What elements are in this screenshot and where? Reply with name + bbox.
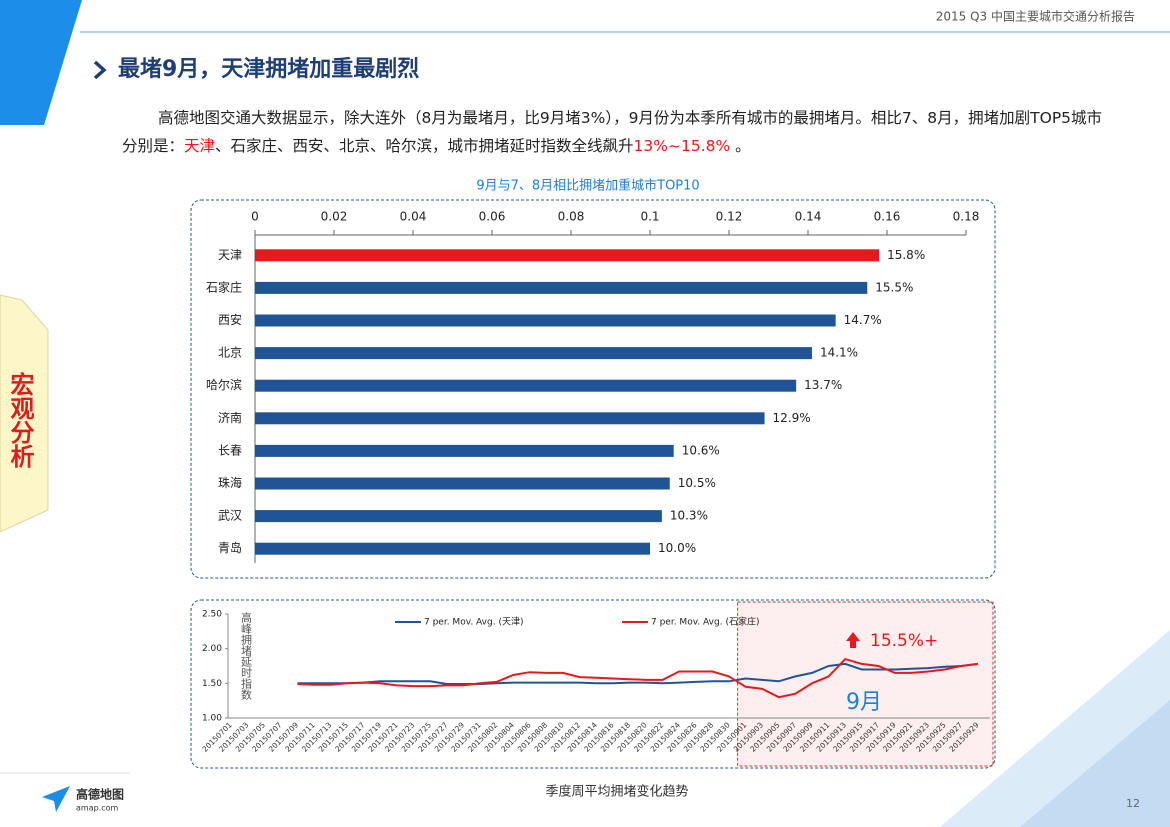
side-tab (0, 294, 49, 533)
paragraph-segment: 高德地图交通大数据显示，除大连外（8月为最堵月，比9月堵3%），9月份为本季所有… (122, 109, 1103, 155)
bar (255, 347, 812, 360)
y-tick-label: 2.00 (202, 644, 222, 654)
highlight-region (737, 601, 994, 767)
title-chevron (93, 60, 107, 80)
logo-icon (42, 786, 70, 812)
y-tick-label: 长春 (218, 443, 242, 457)
y-tick-label: 哈尔滨 (206, 377, 242, 392)
chart-title: 9月与7、8月相比拥堵加重城市TOP10 (476, 178, 699, 194)
chart-frame (190, 199, 996, 579)
x-tick-label: 0.02 (321, 210, 348, 224)
bar (255, 281, 868, 294)
data-label: 13.7% (804, 378, 842, 392)
x-tick-label: 0.18 (953, 210, 980, 224)
side-tab-label: 宏观分析 (6, 371, 34, 469)
y-tick-label: 1.00 (202, 714, 222, 724)
y-tick-label: 济南 (218, 410, 242, 425)
corner-decor (1020, 700, 1170, 827)
page-number: 12 (1126, 797, 1140, 810)
x-tick-label: 0.16 (874, 210, 901, 224)
chart-caption: 季度周平均拥堵变化趋势 (545, 784, 688, 800)
data-label: 14.7% (844, 313, 882, 327)
annotation: 9月 (846, 690, 882, 715)
x-tick-label: 0.04 (400, 210, 427, 224)
y-tick-label: 武汉 (218, 509, 242, 523)
y-tick-label: 1.50 (202, 679, 222, 689)
x-tick-label: 0.14 (795, 210, 822, 224)
paragraph: 高德地图交通大数据显示，除大连外（8月为最堵月，比9月堵3%），9月份为本季所有… (122, 104, 1112, 160)
bar (255, 542, 650, 555)
legend-label: 7 per. Mov. Avg. (天津) (424, 617, 523, 628)
y-tick-label: 2.50 (202, 610, 222, 620)
logo-site: amap.com (76, 804, 119, 813)
data-label: 10.3% (670, 509, 708, 523)
x-tick-label: 0.12 (716, 210, 743, 224)
bar (255, 379, 797, 392)
logo-name: 高德地图 (76, 787, 124, 802)
y-tick-label: 西安 (218, 312, 242, 327)
report-name: 2015 Q3 中国主要城市交通分析报告 (936, 9, 1135, 24)
series-line (297, 657, 979, 699)
chart-frame (190, 599, 996, 769)
paragraph-segment: 13%~15.8% (633, 137, 731, 155)
data-label: 15.8% (887, 248, 925, 262)
annotation: 15.5%+ (870, 631, 938, 651)
data-label: 10.5% (678, 476, 716, 490)
data-label: 12.9% (773, 411, 811, 425)
series-line (297, 662, 979, 685)
up-arrow (846, 632, 860, 648)
x-tick-label: 0 (251, 210, 259, 224)
y-tick-label: 青岛 (218, 540, 242, 555)
bar (255, 510, 662, 523)
legend-label: 7 per. Mov. Avg. (石家庄) (651, 616, 759, 628)
bar (255, 314, 836, 327)
corner-decor (0, 0, 82, 125)
bar (255, 412, 765, 425)
bar (255, 444, 674, 457)
bar (255, 249, 880, 262)
paragraph-segment: 。 (730, 137, 751, 155)
y-tick-label: 珠海 (218, 475, 242, 490)
y-tick-label: 北京 (218, 346, 242, 360)
y-tick-label: 天津 (218, 248, 242, 262)
data-label: 10.6% (682, 443, 720, 457)
paragraph-segment: 天津 (184, 137, 216, 155)
slide-title: 最堵9月，天津拥堵加重最剧烈 (118, 56, 419, 82)
bar (255, 477, 670, 490)
paragraph-segment: 、石家庄、西安、北京、哈尔滨，城市拥堵延时指数全线飙升 (215, 137, 634, 155)
x-tick-label: 0.08 (558, 210, 585, 224)
x-tick-label: 0.06 (479, 210, 506, 224)
data-label: 10.0% (658, 541, 696, 555)
data-label: 15.5% (875, 280, 913, 294)
y-tick-label: 石家庄 (206, 279, 242, 294)
y-axis-label: 高峰拥堵延时指数 (240, 611, 253, 701)
x-tick-label: 0.1 (640, 210, 659, 224)
data-label: 14.1% (820, 346, 858, 360)
